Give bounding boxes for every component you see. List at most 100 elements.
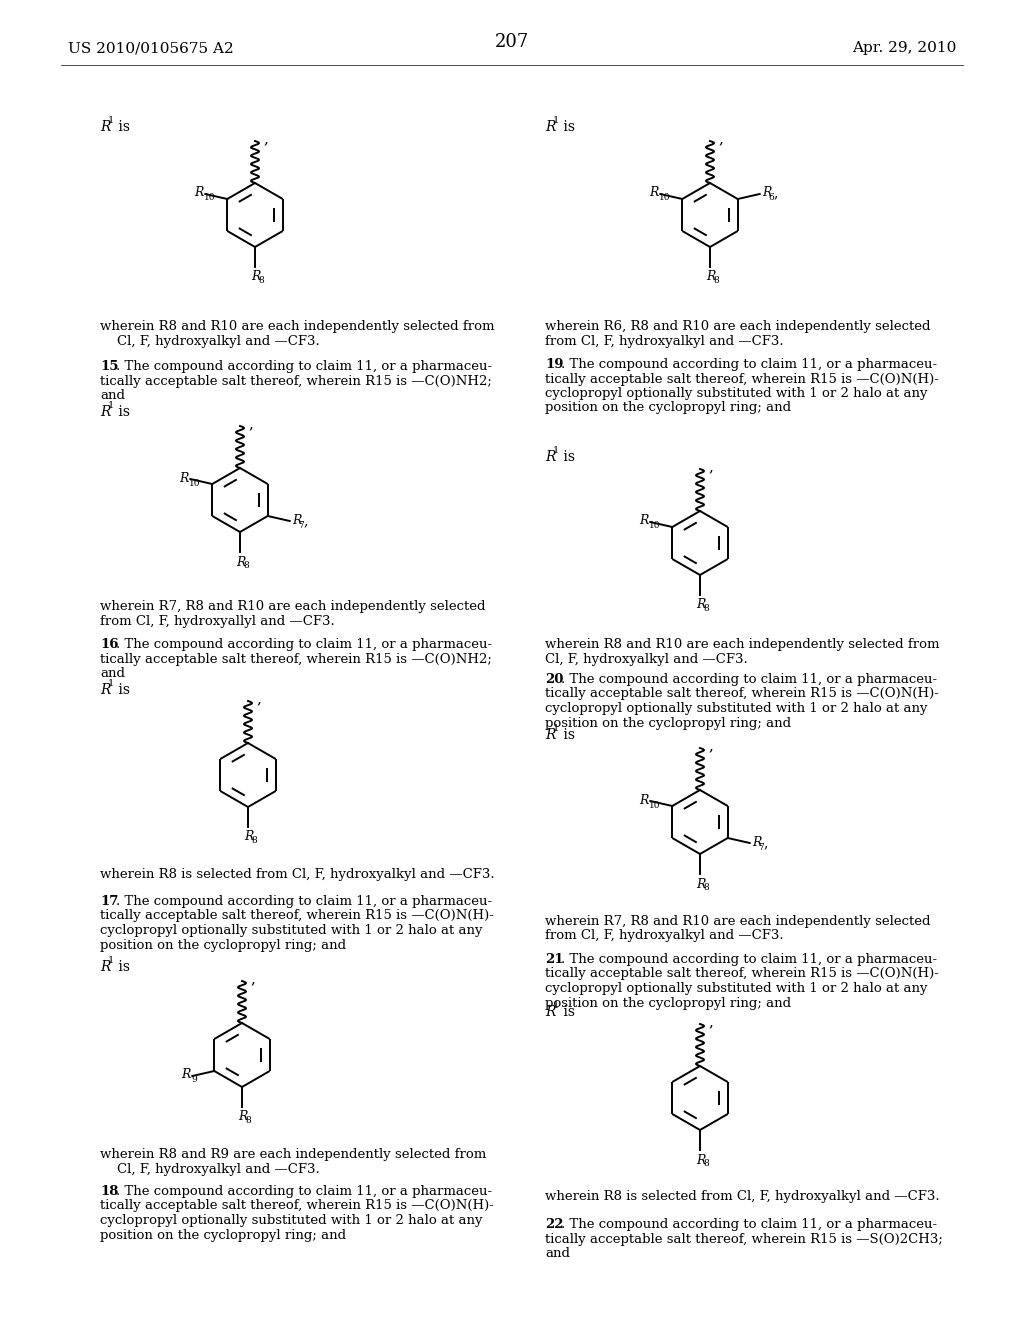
Text: is: is bbox=[114, 682, 130, 697]
Text: R: R bbox=[706, 271, 716, 284]
Text: position on the cyclopropyl ring; and: position on the cyclopropyl ring; and bbox=[545, 717, 792, 730]
Text: 18: 18 bbox=[100, 1185, 119, 1199]
Text: 9: 9 bbox=[191, 1076, 197, 1085]
Text: . The compound according to claim 11, or a pharmaceu-: . The compound according to claim 11, or… bbox=[116, 1185, 493, 1199]
Text: wherein R7, R8 and R10 are each independently selected: wherein R7, R8 and R10 are each independ… bbox=[100, 601, 485, 612]
Text: 10: 10 bbox=[649, 800, 660, 809]
Text: position on the cyclopropyl ring; and: position on the cyclopropyl ring; and bbox=[100, 939, 346, 952]
Text: US 2010/0105675 A2: US 2010/0105675 A2 bbox=[68, 41, 233, 55]
Text: R: R bbox=[752, 837, 761, 850]
Text: R: R bbox=[179, 471, 188, 484]
Text: and: and bbox=[100, 667, 125, 680]
Text: 8: 8 bbox=[243, 561, 249, 570]
Text: R: R bbox=[762, 186, 771, 199]
Text: position on the cyclopropyl ring; and: position on the cyclopropyl ring; and bbox=[545, 997, 792, 1010]
Text: cyclopropyl optionally substituted with 1 or 2 halo at any: cyclopropyl optionally substituted with … bbox=[545, 982, 928, 995]
Text: wherein R7, R8 and R10 are each independently selected: wherein R7, R8 and R10 are each independ… bbox=[545, 915, 931, 928]
Text: R: R bbox=[639, 793, 648, 807]
Text: 8: 8 bbox=[703, 605, 709, 612]
Text: wherein R8 is selected from Cl, F, hydroxyalkyl and —CF3.: wherein R8 is selected from Cl, F, hydro… bbox=[100, 869, 495, 880]
Text: R: R bbox=[251, 271, 260, 284]
Text: is: is bbox=[559, 1005, 575, 1019]
Text: . The compound according to claim 11, or a pharmaceu-: . The compound according to claim 11, or… bbox=[561, 358, 937, 371]
Text: R: R bbox=[696, 598, 706, 611]
Text: 10: 10 bbox=[659, 194, 671, 202]
Text: ,: , bbox=[718, 132, 723, 147]
Text: ,: , bbox=[248, 417, 253, 432]
Text: 7: 7 bbox=[299, 520, 304, 529]
Text: 207: 207 bbox=[495, 33, 529, 51]
Text: 1: 1 bbox=[108, 116, 115, 125]
Text: 1: 1 bbox=[553, 446, 559, 455]
Text: tically acceptable salt thereof, wherein R15 is —C(O)N(H)-: tically acceptable salt thereof, wherein… bbox=[545, 372, 939, 385]
Text: ,: , bbox=[708, 459, 713, 474]
Text: from Cl, F, hydroxyallyl and —CF3.: from Cl, F, hydroxyallyl and —CF3. bbox=[100, 615, 335, 627]
Text: is: is bbox=[559, 450, 575, 465]
Text: . The compound according to claim 11, or a pharmaceu-: . The compound according to claim 11, or… bbox=[116, 360, 493, 374]
Text: 20: 20 bbox=[545, 673, 563, 686]
Text: R: R bbox=[100, 120, 111, 135]
Text: R: R bbox=[238, 1110, 248, 1123]
Text: ,: , bbox=[764, 836, 768, 850]
Text: from Cl, F, hydroxyalkyl and —CF3.: from Cl, F, hydroxyalkyl and —CF3. bbox=[545, 334, 783, 347]
Text: 8: 8 bbox=[713, 276, 719, 285]
Text: R: R bbox=[639, 515, 648, 528]
Text: 8: 8 bbox=[703, 883, 709, 892]
Text: position on the cyclopropyl ring; and: position on the cyclopropyl ring; and bbox=[545, 401, 792, 414]
Text: is: is bbox=[114, 120, 130, 135]
Text: ,: , bbox=[256, 692, 261, 706]
Text: 1: 1 bbox=[553, 1001, 559, 1010]
Text: Cl, F, hydroxyalkyl and —CF3.: Cl, F, hydroxyalkyl and —CF3. bbox=[545, 652, 748, 665]
Text: R: R bbox=[545, 450, 555, 465]
Text: 1: 1 bbox=[553, 723, 559, 733]
Text: and: and bbox=[100, 389, 125, 403]
Text: . The compound according to claim 11, or a pharmaceu-: . The compound according to claim 11, or… bbox=[561, 953, 937, 966]
Text: wherein R6, R8 and R10 are each independently selected: wherein R6, R8 and R10 are each independ… bbox=[545, 319, 931, 333]
Text: tically acceptable salt thereof, wherein R15 is —C(O)N(H)-: tically acceptable salt thereof, wherein… bbox=[545, 688, 939, 701]
Text: R: R bbox=[545, 1005, 555, 1019]
Text: cyclopropyl optionally substituted with 1 or 2 halo at any: cyclopropyl optionally substituted with … bbox=[545, 387, 928, 400]
Text: is: is bbox=[559, 729, 575, 742]
Text: 15: 15 bbox=[100, 360, 119, 374]
Text: 6: 6 bbox=[769, 194, 774, 202]
Text: tically acceptable salt thereof, wherein R15 is —C(O)NH2;: tically acceptable salt thereof, wherein… bbox=[100, 375, 492, 388]
Text: Cl, F, hydroxyalkyl and —CF3.: Cl, F, hydroxyalkyl and —CF3. bbox=[100, 334, 319, 347]
Text: 17: 17 bbox=[100, 895, 119, 908]
Text: Apr. 29, 2010: Apr. 29, 2010 bbox=[852, 41, 956, 55]
Text: tically acceptable salt thereof, wherein R15 is —S(O)2CH3;: tically acceptable salt thereof, wherein… bbox=[545, 1233, 943, 1246]
Text: cyclopropyl optionally substituted with 1 or 2 halo at any: cyclopropyl optionally substituted with … bbox=[545, 702, 928, 715]
Text: . The compound according to claim 11, or a pharmaceu-: . The compound according to claim 11, or… bbox=[116, 638, 493, 651]
Text: R: R bbox=[244, 830, 253, 843]
Text: wherein R8 and R10 are each independently selected from: wherein R8 and R10 are each independentl… bbox=[100, 319, 495, 333]
Text: ,: , bbox=[263, 132, 268, 147]
Text: and: and bbox=[545, 1247, 570, 1261]
Text: R: R bbox=[100, 682, 111, 697]
Text: R: R bbox=[100, 960, 111, 974]
Text: 7: 7 bbox=[759, 842, 765, 851]
Text: 21: 21 bbox=[545, 953, 563, 966]
Text: Cl, F, hydroxyalkyl and —CF3.: Cl, F, hydroxyalkyl and —CF3. bbox=[100, 1163, 319, 1176]
Text: 8: 8 bbox=[258, 276, 264, 285]
Text: ,: , bbox=[304, 513, 308, 528]
Text: . The compound according to claim 11, or a pharmaceu-: . The compound according to claim 11, or… bbox=[116, 895, 493, 908]
Text: is: is bbox=[114, 960, 130, 974]
Text: cyclopropyl optionally substituted with 1 or 2 halo at any: cyclopropyl optionally substituted with … bbox=[100, 1214, 482, 1228]
Text: ,: , bbox=[708, 1015, 713, 1030]
Text: ,: , bbox=[250, 972, 255, 986]
Text: R: R bbox=[545, 729, 555, 742]
Text: R: R bbox=[100, 405, 111, 418]
Text: position on the cyclopropyl ring; and: position on the cyclopropyl ring; and bbox=[100, 1229, 346, 1242]
Text: R: R bbox=[696, 1154, 706, 1167]
Text: ,: , bbox=[774, 186, 778, 201]
Text: 22: 22 bbox=[545, 1218, 563, 1232]
Text: R: R bbox=[194, 186, 204, 199]
Text: 16: 16 bbox=[100, 638, 119, 651]
Text: cyclopropyl optionally substituted with 1 or 2 halo at any: cyclopropyl optionally substituted with … bbox=[100, 924, 482, 937]
Text: 8: 8 bbox=[703, 1159, 709, 1168]
Text: R: R bbox=[545, 120, 555, 135]
Text: . The compound according to claim 11, or a pharmaceu-: . The compound according to claim 11, or… bbox=[561, 673, 937, 686]
Text: 1: 1 bbox=[108, 678, 115, 688]
Text: 10: 10 bbox=[649, 521, 660, 531]
Text: R: R bbox=[236, 556, 246, 569]
Text: 1: 1 bbox=[108, 956, 115, 965]
